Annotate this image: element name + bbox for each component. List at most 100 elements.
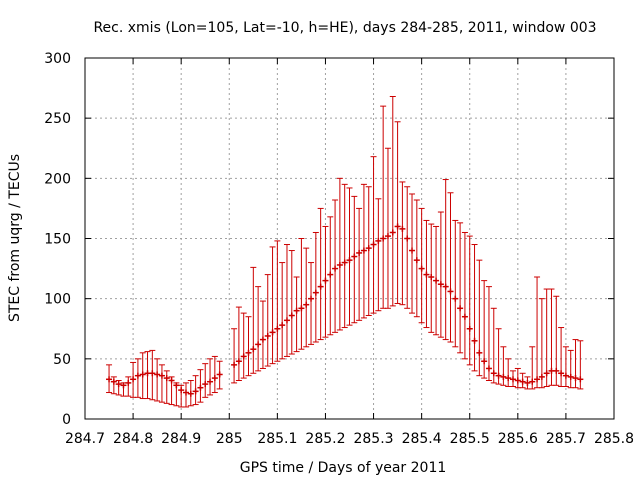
data-point [125, 376, 132, 397]
data-point [231, 328, 238, 384]
data-point [240, 312, 247, 379]
data-point [308, 262, 315, 345]
data-point [202, 363, 209, 398]
data-point [389, 96, 396, 307]
data-point [461, 231, 468, 360]
data-point [370, 156, 377, 314]
y-tick-label: 50 [53, 352, 71, 368]
data-point [207, 358, 214, 396]
data-point [562, 346, 569, 388]
data-point [110, 376, 117, 395]
data-point [168, 376, 175, 406]
x-tick-label: 285.4 [402, 431, 442, 447]
data-point [476, 259, 483, 377]
data-point [293, 276, 300, 353]
data-point [332, 199, 339, 333]
x-tick-label: 285.1 [257, 431, 297, 447]
data-point [158, 364, 165, 403]
data-point [216, 360, 223, 390]
data-point [351, 195, 358, 324]
data-point [269, 246, 276, 365]
data-point [288, 250, 295, 355]
data-point [567, 349, 574, 389]
data-series [106, 96, 584, 408]
data-point [442, 179, 449, 341]
data-point [534, 276, 541, 389]
data-point [197, 369, 204, 403]
y-tick-label: 200 [44, 171, 71, 187]
x-tick-label: 285.8 [594, 431, 634, 447]
data-point [163, 370, 170, 404]
chart-title: Rec. xmis (Lon=105, Lat=-10, h=HE), days… [93, 20, 596, 36]
data-point [452, 219, 459, 348]
data-point [481, 280, 488, 379]
data-point [173, 382, 180, 407]
data-point [235, 306, 242, 381]
data-point [466, 235, 473, 366]
data-point [274, 240, 281, 362]
x-axis-label: GPS time / Days of year 2011 [240, 460, 447, 476]
data-point [255, 286, 262, 372]
y-tick-label: 0 [62, 412, 71, 428]
data-point [428, 223, 435, 333]
data-point [264, 274, 271, 367]
x-tick-label: 284.7 [65, 431, 105, 447]
x-axis-ticks: 284.7 284.8 284.9 285 285.1 285.2 285.3 285.4 28… [65, 58, 634, 447]
data-point [115, 379, 122, 396]
data-point [211, 355, 218, 394]
x-tick-label: 285.6 [498, 431, 538, 447]
data-point [500, 346, 507, 386]
data-point [399, 181, 406, 306]
data-point [134, 358, 141, 398]
y-axis-label: STEC from uqrg / TECUs [7, 154, 23, 322]
data-point [548, 288, 555, 386]
data-point [375, 198, 382, 312]
x-tick-label: 284.8 [113, 431, 153, 447]
data-point [505, 358, 512, 388]
data-point [529, 346, 536, 390]
x-tick-label: 285.2 [305, 431, 345, 447]
data-point [495, 328, 502, 385]
data-point [394, 121, 401, 304]
data-point [182, 382, 189, 408]
data-point [409, 193, 416, 314]
data-point [490, 307, 497, 384]
data-point [485, 286, 492, 381]
data-point [130, 361, 137, 398]
y-axis-ticks: 0 50 100 150 200 250 300 [44, 51, 614, 428]
data-point [303, 247, 310, 348]
data-point [341, 183, 348, 329]
data-point [178, 384, 185, 408]
y-tick-label: 300 [44, 51, 71, 67]
data-point [572, 339, 579, 389]
data-point [283, 244, 290, 357]
x-tick-label: 285.5 [450, 431, 490, 447]
data-point [312, 231, 319, 343]
data-point [577, 340, 584, 390]
data-point [510, 370, 517, 388]
data-point [433, 225, 440, 336]
data-point [519, 372, 526, 389]
data-point [543, 288, 550, 388]
data-point [447, 192, 454, 343]
data-point [245, 316, 252, 377]
data-point [149, 349, 156, 401]
data-point [279, 262, 286, 360]
data-point [356, 207, 363, 321]
data-point [538, 298, 545, 389]
data-point [187, 379, 194, 407]
data-point [553, 295, 560, 386]
data-point [154, 358, 161, 402]
x-tick-label: 285.3 [353, 431, 393, 447]
data-point [298, 238, 305, 350]
data-point [259, 300, 266, 369]
data-point [317, 207, 324, 341]
x-tick-label: 285 [216, 431, 243, 447]
x-tick-label: 284.9 [161, 431, 201, 447]
x-tick-label: 285.7 [546, 431, 586, 447]
data-point [437, 211, 444, 338]
y-tick-label: 250 [44, 111, 71, 127]
data-point [514, 367, 521, 389]
data-point [360, 183, 367, 319]
